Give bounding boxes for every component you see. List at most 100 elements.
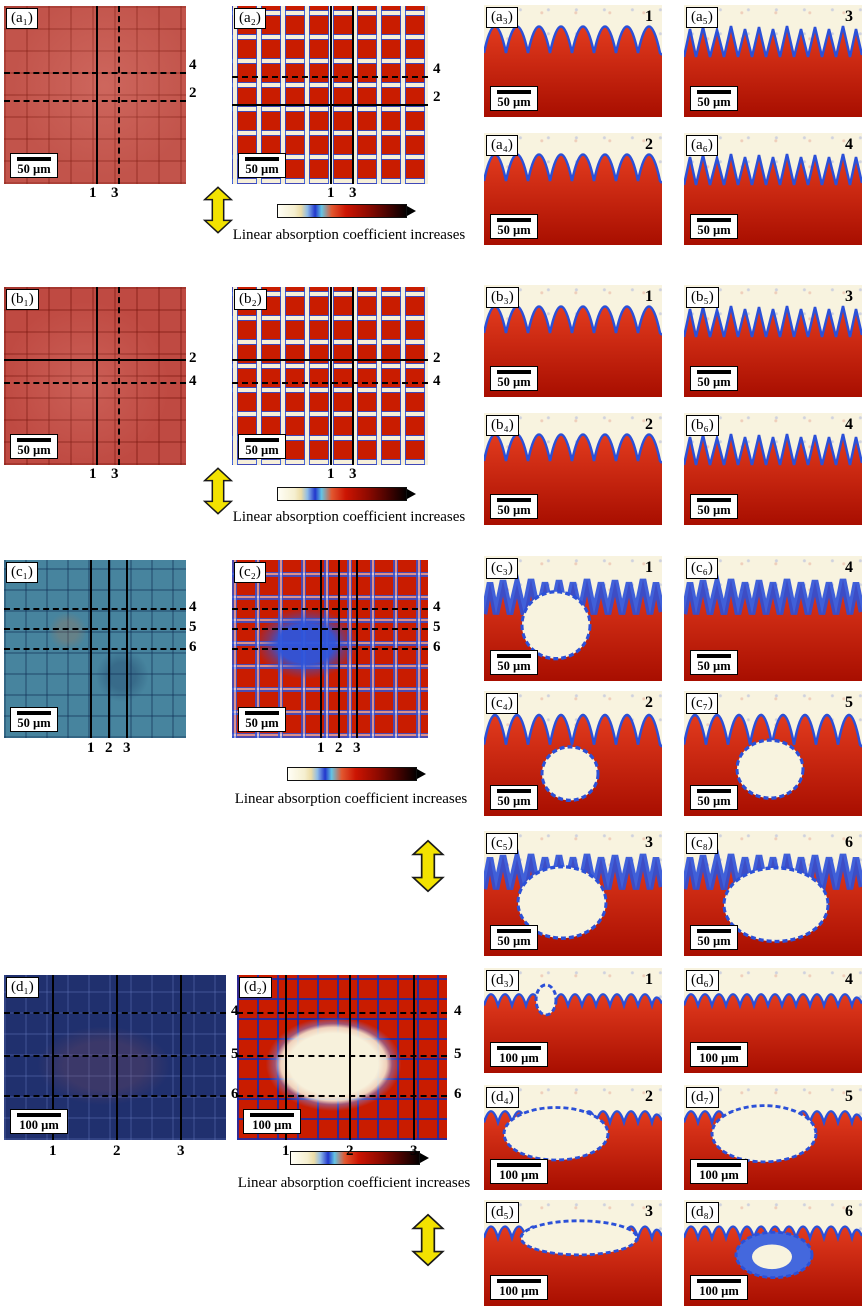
ablation-crater xyxy=(502,1106,610,1162)
colorbar-caption: Linear absorption coefficient increases xyxy=(237,1175,471,1191)
panel-label-a3: (a₃) xyxy=(486,7,518,28)
panel-label-d2: (d₂) xyxy=(239,977,272,998)
scale-bar-line xyxy=(245,156,279,161)
scale-bar-line xyxy=(497,89,531,94)
scale-bar-line xyxy=(17,710,51,715)
section-line-vertical xyxy=(330,6,332,184)
micrograph-c1-panel: (c₁) 50 µm xyxy=(4,560,186,738)
scale-label: 50 µm xyxy=(497,222,531,237)
line-label: 3 xyxy=(111,185,119,201)
slice-number: 3 xyxy=(645,834,653,851)
scale-label: 50 µm xyxy=(497,94,531,109)
slice-number: 2 xyxy=(645,416,653,433)
scale-bar: 50 µm xyxy=(10,433,58,459)
scale-label: 100 µm xyxy=(699,1283,739,1298)
scale-bar: 50 µm xyxy=(690,784,738,810)
micrograph-d1-panel: (d₁) 100 µm xyxy=(4,975,226,1140)
scale-bar-line xyxy=(697,1278,741,1283)
section-line-horizontal xyxy=(4,72,186,74)
scale-bar: 100 µm xyxy=(490,1041,548,1067)
section-line-horizontal xyxy=(232,359,428,361)
scale-label: 50 µm xyxy=(245,715,279,730)
panel-label-c3: (c₃) xyxy=(486,558,518,579)
line-label: 2 xyxy=(113,1143,121,1159)
scale-bar: 50 µm xyxy=(690,365,738,391)
line-label: 3 xyxy=(123,740,131,756)
scale-bar-line xyxy=(697,1045,741,1050)
line-label: 2 xyxy=(189,85,197,101)
scale-bar: 50 µm xyxy=(690,85,738,111)
ablation-crater xyxy=(722,866,830,944)
scale-bar: 100 µm xyxy=(690,1041,748,1067)
section-line-horizontal xyxy=(232,628,428,630)
scale-bar-line xyxy=(697,653,731,658)
line-label: 6 xyxy=(231,1086,239,1102)
line-label: 3 xyxy=(111,466,119,482)
scale-bar: 50 µm xyxy=(238,152,286,178)
scale-bar: 50 µm xyxy=(490,924,538,950)
cross-section-d5-panel: (d₅) 3 100 µm xyxy=(484,1200,662,1306)
panel-label-c6: (c₆) xyxy=(686,558,718,579)
scale-label: 50 µm xyxy=(697,502,731,517)
scale-bar-line xyxy=(497,928,531,933)
scale-label: 50 µm xyxy=(497,374,531,389)
line-label: 5 xyxy=(433,619,441,635)
scan-direction-arrow-icon xyxy=(202,186,234,234)
crater-core xyxy=(752,1244,792,1270)
cross-section-image xyxy=(484,713,662,816)
cross-section-d7-panel: (d₇) 5 100 µm xyxy=(684,1085,862,1190)
section-line-horizontal xyxy=(237,1055,447,1057)
panel-label-a5: (a₅) xyxy=(686,7,718,28)
section-line-vertical xyxy=(352,6,354,184)
slice-number: 6 xyxy=(845,1203,853,1220)
cross-section-image xyxy=(484,831,662,956)
scale-bar-line xyxy=(697,217,731,222)
cross-section-b4-panel: (b₄) 2 50 µm xyxy=(484,413,662,525)
scale-bar-line xyxy=(497,1278,541,1283)
slice-number: 1 xyxy=(645,559,653,576)
line-label: 2 xyxy=(433,89,441,105)
section-line-horizontal xyxy=(232,608,428,610)
cross-section-a4-panel: (a₄) 2 50 µm xyxy=(484,133,662,245)
colorbar xyxy=(277,487,416,501)
scale-bar-line xyxy=(497,1162,541,1167)
scale-bar: 50 µm xyxy=(238,433,286,459)
cross-section-c8-panel: (c₈) 6 50 µm xyxy=(684,831,862,956)
section-line-vertical xyxy=(349,975,351,1140)
scale-label: 50 µm xyxy=(697,793,731,808)
line-label: 1 xyxy=(282,1143,290,1159)
section-line-horizontal xyxy=(4,648,186,650)
panel-label-d1: (d₁) xyxy=(6,977,39,998)
scale-bar: 50 µm xyxy=(490,365,538,391)
section-line-horizontal xyxy=(4,628,186,630)
section-line-horizontal xyxy=(4,1095,226,1097)
ablation-notch xyxy=(534,983,558,1017)
ablation-crater xyxy=(710,1104,818,1164)
cross-section-image xyxy=(684,713,862,816)
cross-section-image xyxy=(684,831,862,956)
scale-label: 50 µm xyxy=(245,442,279,457)
line-label: 5 xyxy=(231,1046,239,1062)
panel-label-c7: (c₇) xyxy=(686,693,718,714)
panel-label-b1: (b₁) xyxy=(6,289,39,310)
scale-label: 100 µm xyxy=(499,1283,539,1298)
section-line-vertical xyxy=(118,6,120,184)
slice-number: 1 xyxy=(645,288,653,305)
slice-number: 4 xyxy=(845,971,853,988)
panel-label-c2: (c₂) xyxy=(234,562,266,583)
line-label: 2 xyxy=(433,350,441,366)
section-line-vertical xyxy=(96,6,98,184)
section-line-horizontal xyxy=(237,1012,447,1014)
scale-bar-line xyxy=(17,437,51,442)
cross-section-c4-panel: (c₄) 2 50 µm xyxy=(484,691,662,816)
absorption-map-c2-panel: (c₂) 50 µm xyxy=(232,560,428,738)
scale-bar: 50 µm xyxy=(490,213,538,239)
scan-direction-arrow-icon xyxy=(202,467,234,515)
line-label: 1 xyxy=(327,466,335,482)
scale-bar-line xyxy=(697,788,731,793)
line-label: 3 xyxy=(349,466,357,482)
panel-label-b3: (b₃) xyxy=(486,287,519,308)
colorbar-gradient xyxy=(290,1151,420,1165)
colorbar-arrow-icon xyxy=(420,1153,429,1163)
colorbar xyxy=(290,1151,429,1165)
